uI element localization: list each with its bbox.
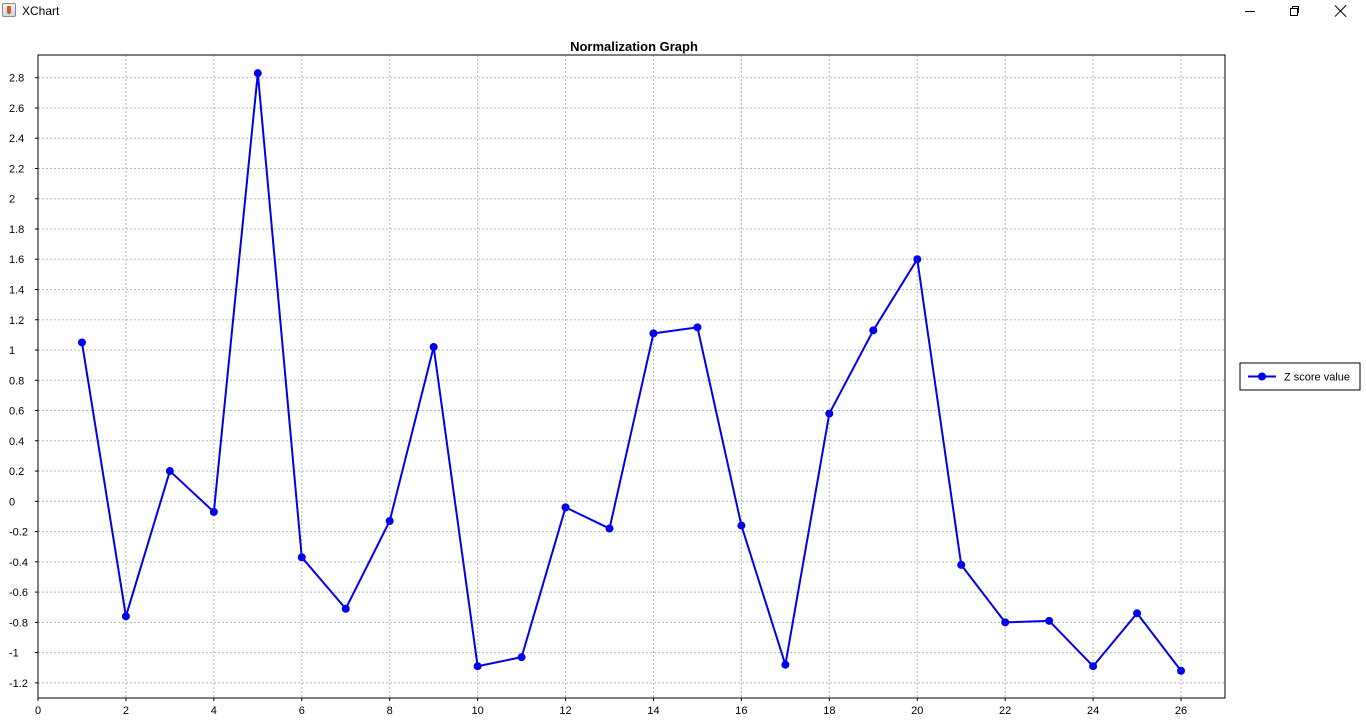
maximize-icon <box>1290 6 1300 16</box>
data-point <box>429 342 438 351</box>
y-tick-label: -0.8 <box>9 617 28 629</box>
title-bar[interactable]: XChart <box>0 0 1366 24</box>
legend-circle-icon <box>1258 372 1266 381</box>
data-point <box>825 409 834 418</box>
data-point <box>1001 618 1010 627</box>
x-tick-label: 4 <box>211 705 217 717</box>
x-tick-label: 22 <box>999 705 1011 717</box>
legend: Z score value <box>1239 362 1361 391</box>
x-tick-label: 12 <box>559 705 571 717</box>
y-tick-label: -0.2 <box>9 527 28 539</box>
y-tick-label: 1.4 <box>9 285 24 297</box>
y-tick-label: 0.8 <box>9 375 24 387</box>
data-point <box>253 69 262 78</box>
series-line <box>80 72 1182 672</box>
data-point <box>517 653 526 662</box>
x-tick-label: 20 <box>911 705 923 717</box>
java-cup-icon <box>2 3 16 17</box>
data-point <box>957 560 966 569</box>
y-tick-label: -0.4 <box>9 557 28 569</box>
data-point <box>77 338 86 347</box>
data-point <box>341 604 350 613</box>
y-tick-label: 0.6 <box>9 406 24 418</box>
y-tick-label: 2.4 <box>9 133 24 145</box>
data-point <box>385 516 394 525</box>
data-point <box>1045 616 1054 625</box>
x-tick-label: 14 <box>647 705 659 717</box>
y-tick-label: 0.2 <box>9 466 24 478</box>
data-point <box>473 662 482 671</box>
data-point <box>781 660 790 669</box>
chart-title: Normalization Graph <box>570 39 698 54</box>
data-point <box>869 326 878 335</box>
y-tick-label: 2.8 <box>9 73 24 85</box>
data-point <box>913 255 922 264</box>
y-tick-label: 1.8 <box>9 224 24 236</box>
minimize-icon <box>1245 10 1255 12</box>
y-tick-label: 0 <box>9 496 15 508</box>
legend-label: Z score value <box>1284 372 1350 384</box>
y-tick-label: -0.6 <box>9 587 28 599</box>
data-point <box>693 323 702 332</box>
data-point <box>1089 662 1098 671</box>
x-tick-label: 10 <box>472 705 484 717</box>
x-tick-label: 16 <box>735 705 747 717</box>
data-point <box>737 521 746 530</box>
line-chart: Normalization Graph 0 2 4 6 8 10 12 14 16 18 20 22 2… <box>9 39 1361 717</box>
y-tick-label: 1 <box>9 345 15 357</box>
x-tick-label: 24 <box>1087 705 1099 717</box>
x-tick-label: 0 <box>35 705 41 717</box>
data-point <box>561 503 570 512</box>
data-point <box>1177 666 1186 675</box>
y-tick-label: 0.4 <box>9 436 24 448</box>
x-tick-label: 6 <box>299 705 305 717</box>
y-tick-label: -1 <box>9 648 19 660</box>
data-point <box>605 524 614 533</box>
maximize-button[interactable] <box>1272 0 1318 22</box>
x-tick-label: 26 <box>1175 705 1187 717</box>
y-tick-label: 1.2 <box>9 315 24 327</box>
data-point <box>297 553 306 562</box>
data-point <box>165 467 174 476</box>
data-point <box>1133 609 1142 618</box>
x-tick-label: 18 <box>823 705 835 717</box>
series-z-score <box>77 69 1186 675</box>
x-tick-label: 2 <box>123 705 129 717</box>
y-tick-label: 1.6 <box>9 254 24 266</box>
window-title: XChart <box>22 4 60 18</box>
minimize-button[interactable] <box>1227 0 1273 22</box>
y-tick-label: -1.2 <box>9 678 28 690</box>
x-tick-label: 8 <box>387 705 393 717</box>
data-point <box>121 612 130 621</box>
close-button[interactable] <box>1318 0 1364 22</box>
axis-ticks: 0 2 4 6 8 10 12 14 16 18 20 22 24 26-1.2-1-0.8-0.6-0.… <box>9 73 1187 717</box>
y-tick-label: 2.2 <box>9 163 24 175</box>
close-icon <box>1335 5 1347 17</box>
y-tick-label: 2.6 <box>9 103 24 115</box>
data-point <box>649 329 658 338</box>
data-point <box>209 507 218 516</box>
y-tick-label: 2 <box>9 194 15 206</box>
grid-lines <box>37 55 1225 698</box>
plot-area-border <box>37 54 1226 699</box>
